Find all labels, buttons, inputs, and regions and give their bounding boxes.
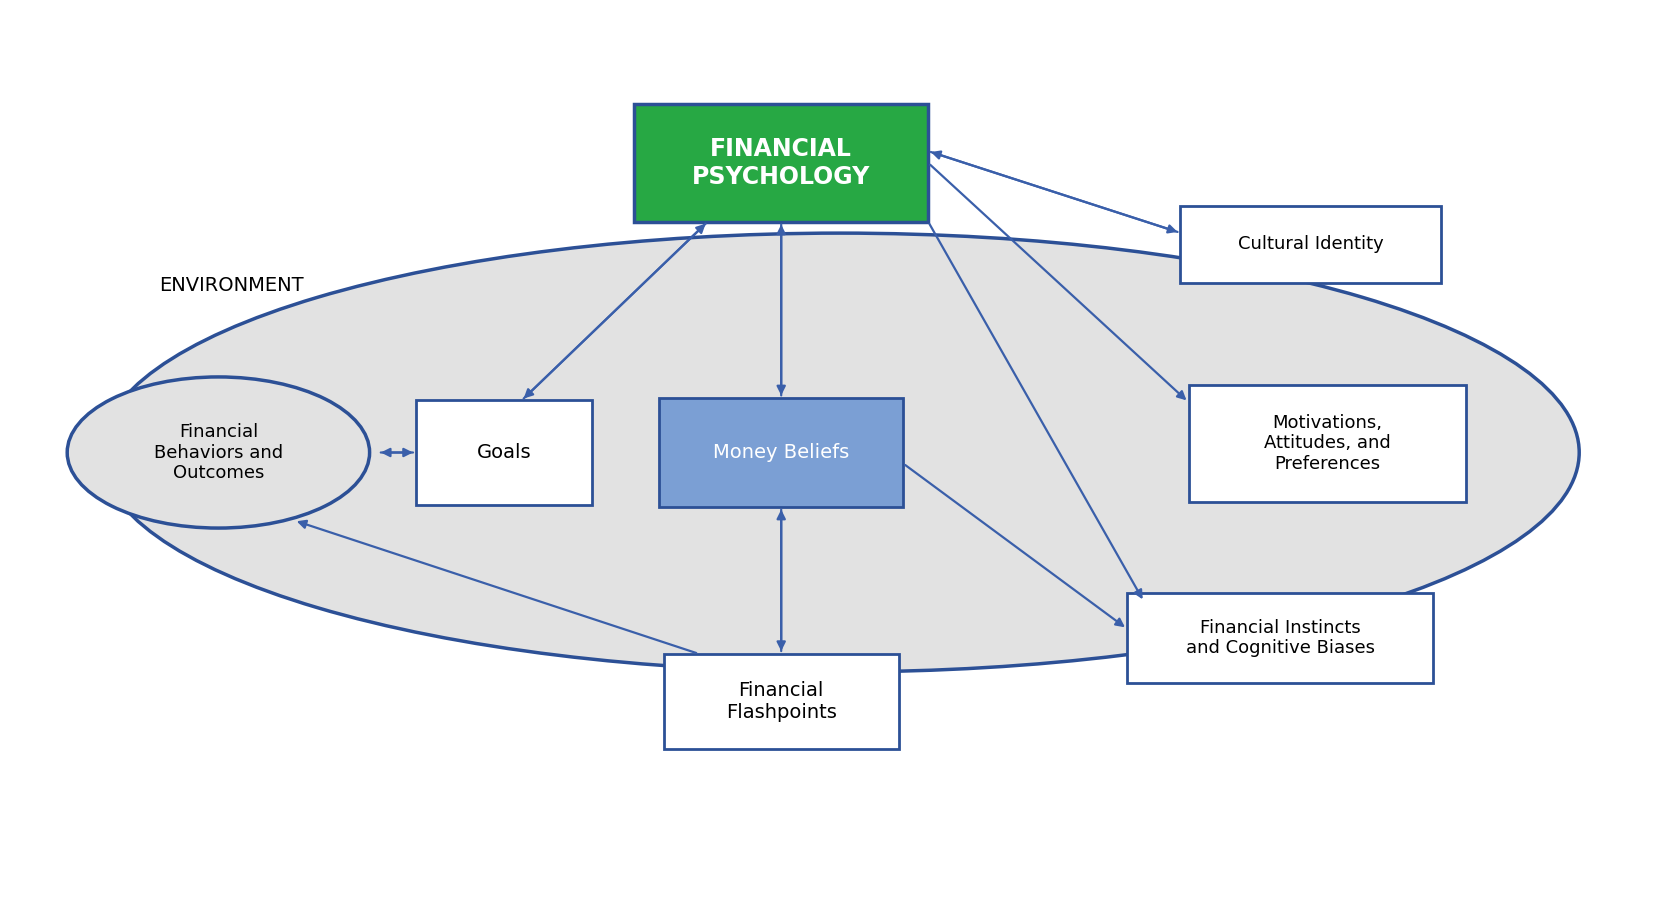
Text: Financial
Behaviors and
Outcomes: Financial Behaviors and Outcomes xyxy=(155,423,282,482)
Ellipse shape xyxy=(101,233,1579,672)
FancyBboxPatch shape xyxy=(1189,385,1465,502)
FancyBboxPatch shape xyxy=(664,653,899,749)
FancyBboxPatch shape xyxy=(635,104,927,222)
FancyBboxPatch shape xyxy=(1127,593,1433,683)
FancyBboxPatch shape xyxy=(659,398,904,507)
Text: Money Beliefs: Money Beliefs xyxy=(712,443,850,462)
Text: FINANCIAL
PSYCHOLOGY: FINANCIAL PSYCHOLOGY xyxy=(692,137,870,189)
FancyBboxPatch shape xyxy=(417,400,591,505)
Text: Financial Instincts
and Cognitive Biases: Financial Instincts and Cognitive Biases xyxy=(1186,619,1374,657)
Text: Motivations,
Attitudes, and
Preferences: Motivations, Attitudes, and Preferences xyxy=(1263,414,1391,473)
Text: Cultural Identity: Cultural Identity xyxy=(1238,235,1383,253)
Ellipse shape xyxy=(67,377,370,528)
FancyBboxPatch shape xyxy=(1179,206,1441,282)
Text: ENVIRONMENT: ENVIRONMENT xyxy=(160,276,304,294)
Text: Financial
Flashpoints: Financial Flashpoints xyxy=(726,681,837,722)
Text: Goals: Goals xyxy=(477,443,531,462)
